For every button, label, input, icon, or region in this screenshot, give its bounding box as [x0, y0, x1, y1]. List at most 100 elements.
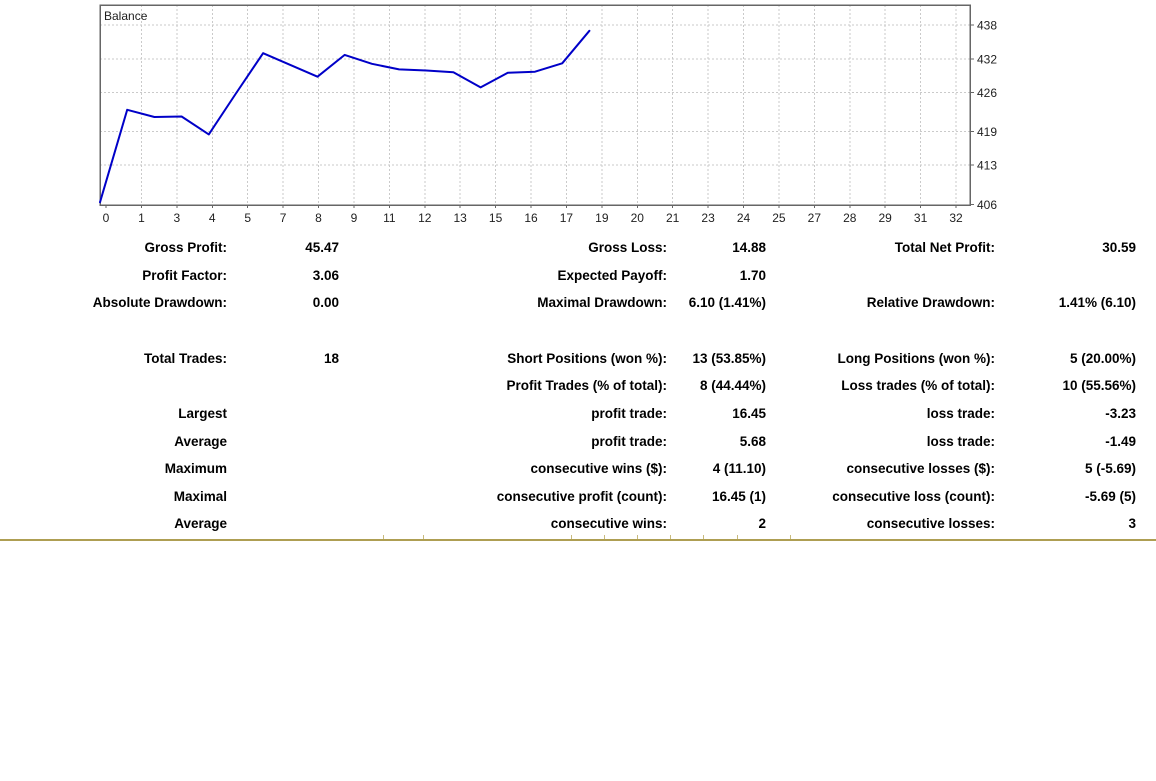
stat-label: consecutive wins ($): [530, 461, 667, 477]
stat-value: 2 [758, 516, 766, 532]
y-axis-label: 426 [977, 86, 997, 100]
x-axis-label: 29 [878, 211, 892, 225]
x-axis-label: 4 [209, 211, 216, 225]
y-axis-label: 413 [977, 159, 997, 173]
stat-label: Gross Loss: [588, 240, 667, 255]
table-header-remnant-notch [790, 535, 791, 539]
stat-value [227, 372, 339, 400]
stat-value: 18 [323, 350, 339, 366]
x-axis-label: 8 [315, 211, 322, 225]
stat-row: Average consecutive wins: 2 consecutive los… [0, 510, 1136, 538]
stat-label: Profit Factor: [142, 267, 227, 283]
stat-value: -1.49 [1105, 433, 1136, 449]
stat-value: 45.47 [305, 240, 339, 255]
stat-label: Total Trades: [143, 350, 227, 366]
table-header-remnant-notch [703, 535, 704, 539]
stat-value: 1.41% (6.10) [1058, 295, 1136, 311]
x-axis-label: 27 [808, 211, 822, 225]
stat-value [227, 400, 339, 428]
table-header-remnant-notch [737, 535, 738, 539]
stat-value: 8 (44.44%) [699, 378, 766, 394]
y-axis-label: 438 [977, 19, 997, 33]
stat-label: Maximal [173, 488, 227, 504]
stat-label: Total Net Profit: [894, 240, 995, 255]
stat-label: loss trade: [926, 433, 995, 449]
x-axis-label: 1 [138, 211, 145, 225]
stat-value [227, 455, 339, 483]
table-header-remnant-notch [383, 535, 384, 539]
x-axis-label: 19 [595, 211, 609, 225]
stat-value: 16.45 (1) [711, 488, 766, 504]
stat-label: consecutive wins: [550, 516, 667, 532]
x-axis-label: 15 [489, 211, 503, 225]
x-axis-label: 3 [173, 211, 180, 225]
y-axis-label: 419 [977, 125, 997, 139]
y-axis-label: 432 [977, 52, 997, 66]
stat-value: 5 (-5.69) [1084, 461, 1136, 477]
stat-row: Average profit trade: 5.68 loss trade: -1.49 [0, 428, 1136, 456]
x-axis-label: 17 [560, 211, 574, 225]
x-axis-label: 13 [453, 211, 467, 225]
balance-line [99, 29, 591, 204]
stat-value: 3 [1128, 516, 1136, 532]
results-table-top-border [0, 535, 1156, 541]
table-header-remnant-notch [571, 535, 572, 539]
stat-label: Expected Payoff: [557, 267, 667, 283]
stat-value [227, 428, 339, 456]
stat-label: Average [174, 516, 227, 532]
stat-value: 5.68 [739, 433, 766, 449]
stat-label: Long Positions (won %): [837, 350, 995, 366]
stat-row: Absolute Drawdown: 0.00 Maximal Drawdown: 6… [0, 289, 1136, 317]
x-axis-label: 28 [843, 211, 857, 225]
stat-label: Loss trades (% of total): [841, 378, 995, 394]
stat-row: Profit Trades (% of total): 8 (44.44%) Los… [0, 372, 1136, 400]
stat-value: 14.88 [732, 240, 766, 255]
balance-chart: 438 432 426 419 413 406 0 1 3 4 5 7 8 9 11 12 13 15 16 17 19… [0, 0, 1156, 232]
stat-row: Maximal consecutive profit (count): 16.45 … [0, 483, 1136, 511]
stat-value: 4 (11.10) [712, 461, 766, 477]
x-axis-label: 25 [772, 211, 786, 225]
stat-row: Profit Factor: 3.06 Expected Payoff: 1.70 [0, 262, 1136, 290]
stat-row: Largest profit trade: 16.45 loss trade: -3.2… [0, 400, 1136, 428]
x-axis-label: 0 [103, 211, 110, 225]
stat-value [227, 483, 339, 511]
x-axis-label: 7 [280, 211, 287, 225]
stat-label: consecutive losses ($): [846, 461, 995, 477]
x-axis-label: 20 [631, 211, 645, 225]
table-header-remnant-notch [423, 535, 424, 539]
stat-label: profit trade: [591, 433, 667, 449]
stat-value: 1.70 [739, 267, 766, 283]
chart-series-label: Balance [104, 9, 148, 23]
chart-border [99, 4, 971, 206]
stat-value: 13 (53.85%) [692, 350, 766, 366]
stat-label: consecutive profit (count): [496, 488, 667, 504]
stat-label: Average [174, 433, 227, 449]
stat-label: Maximum [164, 461, 227, 477]
x-axis-label: 31 [914, 211, 928, 225]
x-axis-label: 23 [701, 211, 715, 225]
stat-label: Maximal Drawdown: [537, 295, 667, 311]
stat-label: Absolute Drawdown: [92, 295, 227, 311]
x-axis-label: 24 [737, 211, 751, 225]
stat-value: 30.59 [1102, 240, 1136, 255]
stat-value: -3.23 [1105, 405, 1136, 421]
y-axis-label: 406 [977, 198, 997, 212]
stat-label: profit trade: [591, 405, 667, 421]
stat-label: Largest [178, 405, 227, 421]
x-axis-label: 12 [418, 211, 432, 225]
stat-label [766, 262, 995, 290]
stat-label: Profit Trades (% of total): [506, 378, 667, 394]
stat-label: Short Positions (won %): [507, 350, 667, 366]
x-axis-label: 5 [244, 211, 251, 225]
stat-label: consecutive losses: [866, 516, 995, 532]
stat-value [995, 262, 1136, 290]
stat-row: Total Trades: 18 Short Positions (won %): 1… [0, 345, 1136, 373]
stat-value: 5 (20.00%) [1069, 350, 1136, 366]
stat-value: 3.06 [312, 267, 339, 283]
stat-label: Relative Drawdown: [866, 295, 995, 311]
stat-value: 16.45 [732, 405, 766, 421]
x-axis-label: 21 [666, 211, 680, 225]
stat-row: Maximum consecutive wins ($): 4 (11.10) con… [0, 455, 1136, 483]
